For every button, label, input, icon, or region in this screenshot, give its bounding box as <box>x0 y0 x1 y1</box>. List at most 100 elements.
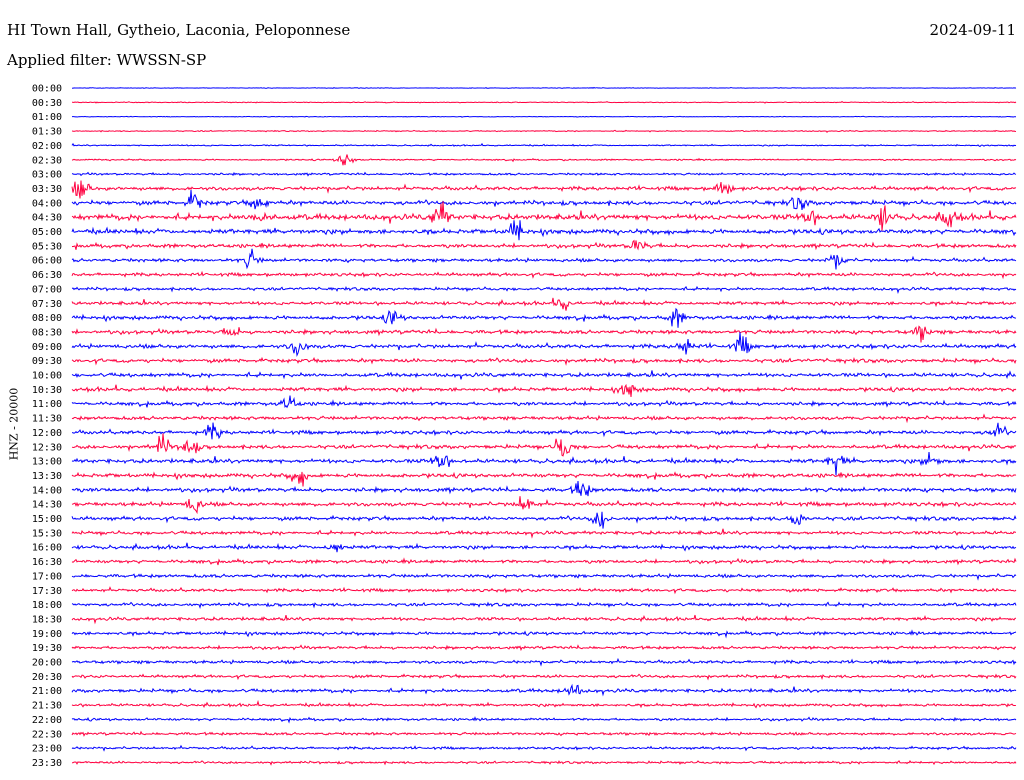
row-tick-label: 09:00 <box>32 342 62 353</box>
trace-row <box>71 285 1017 295</box>
row-tick-label: 09:30 <box>32 356 62 367</box>
row-tick-label: 00:30 <box>32 98 62 109</box>
trace-row <box>71 480 1017 497</box>
trace-row <box>71 644 1017 652</box>
row-tick-label: 23:30 <box>32 758 62 769</box>
trace-row <box>71 129 1017 134</box>
row-tick-label: 05:00 <box>32 227 62 238</box>
row-tick-label: 19:30 <box>32 643 62 654</box>
row-tick-label: 15:30 <box>32 528 62 539</box>
trace-row <box>71 496 1017 515</box>
row-tick-label: 02:00 <box>32 141 62 152</box>
trace-row <box>71 325 1017 343</box>
trace-row <box>71 248 1017 270</box>
filter-label: Applied filter: WWSSN-SP <box>7 51 207 69</box>
row-tick-label: 08:00 <box>32 313 62 324</box>
trace-row <box>71 115 1017 118</box>
row-tick-label: 23:00 <box>32 744 62 755</box>
row-tick-label: 20:30 <box>32 672 62 683</box>
trace-row <box>71 413 1017 424</box>
row-tick-label: 16:30 <box>32 557 62 568</box>
trace-row <box>71 673 1017 681</box>
row-tick-label: 20:00 <box>32 658 62 669</box>
row-tick-label: 00:00 <box>32 84 62 95</box>
row-tick-label: 04:30 <box>32 213 62 224</box>
row-tick-label: 22:00 <box>32 715 62 726</box>
row-tick-label: 07:00 <box>32 284 62 295</box>
row-tick-label: 08:30 <box>32 327 62 338</box>
trace-row <box>71 572 1017 581</box>
trace-row <box>71 422 1017 440</box>
trace-row <box>71 332 1017 358</box>
trace-row <box>71 557 1017 566</box>
trace-row <box>71 86 1017 90</box>
row-tick-label: 18:30 <box>32 614 62 625</box>
trace-row <box>71 699 1017 709</box>
trace-row <box>71 683 1017 697</box>
row-tick-label: 03:30 <box>32 184 62 195</box>
trace-row <box>71 542 1017 553</box>
row-tick-label: 13:00 <box>32 457 62 468</box>
row-tick-label: 15:00 <box>32 514 62 525</box>
trace-row <box>71 657 1017 667</box>
trace-row <box>71 716 1017 724</box>
trace-row <box>71 471 1017 487</box>
row-tick-label: 06:30 <box>32 270 62 281</box>
seismic-traces <box>71 86 1017 766</box>
trace-row <box>71 528 1017 539</box>
row-tick-label: 16:00 <box>32 543 62 554</box>
trace-row <box>71 180 1017 199</box>
row-tick-label: 02:30 <box>32 155 62 166</box>
row-tick-label: 18:00 <box>32 600 62 611</box>
trace-row <box>71 142 1017 148</box>
trace-row <box>71 383 1017 397</box>
trace-row <box>71 370 1017 380</box>
row-tick-label: 21:00 <box>32 686 62 697</box>
trace-row <box>71 270 1017 280</box>
trace-row <box>71 730 1017 737</box>
row-tick-label: 01:30 <box>32 127 62 138</box>
row-tick-label: 21:30 <box>32 701 62 712</box>
trace-row <box>71 307 1017 328</box>
trace-row <box>71 297 1017 311</box>
trace-row <box>71 451 1017 476</box>
row-tick-label: 19:00 <box>32 629 62 640</box>
row-tick-label: 01:00 <box>32 112 62 123</box>
row-tick-labels: 00:00 00:30 01:00 01:30 02:00 02:30 03:00 03:30… <box>32 84 62 769</box>
row-tick-label: 03:00 <box>32 170 62 181</box>
trace-row <box>71 586 1017 595</box>
trace-row <box>71 220 1017 241</box>
trace-row <box>71 511 1017 529</box>
trace-row <box>71 171 1017 177</box>
trace-row <box>71 760 1017 766</box>
trace-row <box>71 239 1017 251</box>
row-tick-label: 06:00 <box>32 256 62 267</box>
row-tick-label: 12:30 <box>32 442 62 453</box>
row-tick-label: 14:00 <box>32 485 62 496</box>
recording-date: 2024-09-11 <box>929 21 1016 39</box>
trace-row <box>71 189 1017 211</box>
row-tick-label: 10:30 <box>32 385 62 396</box>
row-tick-label: 11:30 <box>32 414 62 425</box>
row-tick-label: 05:30 <box>32 241 62 252</box>
row-tick-label: 17:00 <box>32 571 62 582</box>
row-tick-label: 12:00 <box>32 428 62 439</box>
station-title: HI Town Hall, Gytheio, Laconia, Peloponn… <box>7 21 351 39</box>
trace-row <box>71 101 1017 104</box>
row-tick-label: 07:30 <box>32 299 62 310</box>
row-tick-label: 13:30 <box>32 471 62 482</box>
trace-row <box>71 614 1017 625</box>
trace-row <box>71 154 1017 166</box>
trace-row <box>71 601 1017 610</box>
row-tick-label: 10:00 <box>32 371 62 382</box>
row-tick-label: 11:00 <box>32 399 62 410</box>
row-tick-label: 17:30 <box>32 586 62 597</box>
trace-row <box>71 201 1017 231</box>
trace-row <box>71 356 1017 366</box>
trace-row <box>71 629 1017 639</box>
row-tick-label: 14:30 <box>32 500 62 511</box>
trace-row <box>71 433 1017 457</box>
row-tick-label: 04:00 <box>32 198 62 209</box>
trace-row <box>71 395 1017 409</box>
